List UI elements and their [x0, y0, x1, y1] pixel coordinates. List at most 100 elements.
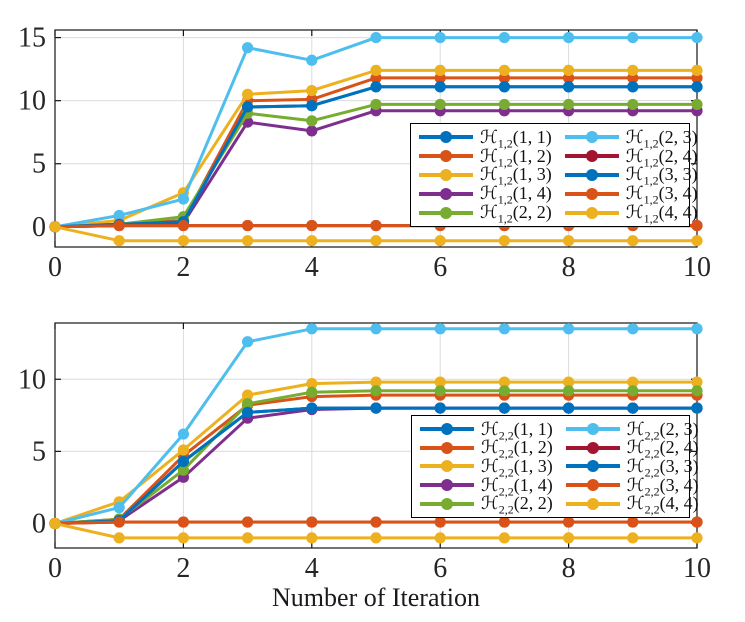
data-point-marker	[434, 98, 446, 111]
subplot-top: 0 5 10 15 0 2 4 6 8 10	[18, 23, 711, 283]
legend-label: ℋ2,2(3, 3)	[626, 455, 699, 480]
legend-bottom: ℋ2,2(1, 1) ℋ2,2(1, 2) ℋ2,2(1, 3) ℋ2,2(1, 4)…	[411, 415, 699, 518]
legend-entry: ℋ2,2(3, 4)	[565, 476, 699, 497]
data-point-marker	[370, 98, 382, 111]
data-point-marker	[627, 235, 639, 247]
data-point-marker	[691, 516, 703, 528]
data-point-marker	[177, 428, 189, 440]
data-point-marker	[691, 81, 703, 93]
data-point-marker	[563, 323, 575, 335]
legend-line-marker-icon	[565, 441, 620, 454]
data-point-marker	[563, 516, 575, 528]
data-point-marker	[370, 219, 382, 232]
x-tick-label: 2	[176, 553, 190, 584]
data-point-marker	[434, 64, 446, 76]
legend-entry: ℋ1,2(4, 4)	[564, 202, 698, 226]
legend-entry: ℋ1,2(2, 2)	[419, 202, 552, 226]
data-point-marker	[563, 235, 575, 247]
y-tick-label: 10	[18, 364, 46, 395]
data-point-marker	[370, 376, 382, 388]
data-point-marker	[627, 402, 639, 414]
data-point-marker	[370, 323, 382, 335]
legend-label: ℋ1,2(4, 4)	[625, 202, 698, 226]
data-point-marker	[242, 516, 254, 528]
legend-line-marker-icon	[420, 441, 474, 454]
data-point-marker	[563, 64, 575, 76]
data-point-marker	[627, 532, 639, 544]
legend-line-marker-icon	[565, 423, 620, 436]
data-point-marker	[691, 376, 703, 388]
data-point-marker	[627, 385, 639, 397]
x-tick-label: 2	[176, 252, 190, 283]
data-point-marker	[242, 532, 254, 544]
data-point-marker	[691, 402, 703, 414]
legend-entry: ℋ1,2(3, 3)	[564, 164, 698, 189]
data-point-marker	[434, 385, 446, 397]
legend-label: ℋ2,2(2, 2)	[481, 493, 553, 517]
data-point-marker	[306, 235, 318, 247]
legend-line-marker-icon	[419, 187, 473, 200]
data-point-marker	[627, 323, 639, 335]
data-point-marker	[434, 376, 446, 388]
legend-line-marker-icon	[564, 206, 619, 219]
legend-line-marker-icon	[420, 460, 474, 473]
data-point-marker	[113, 209, 125, 222]
data-point-marker	[434, 323, 446, 335]
legend-line-marker-icon	[419, 206, 473, 219]
legend-entry: ℋ2,2(2, 2)	[420, 493, 553, 517]
legend-line-marker-icon	[565, 497, 620, 510]
legend-entry: ℋ1,2(2, 3)	[564, 126, 698, 151]
data-point-marker	[498, 98, 510, 111]
data-point-marker	[306, 84, 318, 97]
data-point-marker	[306, 323, 318, 335]
legend-line-marker-icon	[419, 131, 473, 144]
y-tick-label: 0	[32, 212, 46, 243]
data-point-marker	[306, 516, 318, 528]
data-point-marker	[242, 88, 254, 100]
legend-label: ℋ2,2(1, 2)	[481, 437, 553, 461]
legend-line-marker-icon	[564, 168, 619, 181]
data-point-marker	[306, 386, 318, 398]
legend-line-marker-icon	[420, 479, 474, 492]
data-point-marker	[113, 532, 125, 544]
legend-label: ℋ1,2(2, 3)	[625, 126, 698, 151]
data-point-marker	[691, 385, 703, 397]
axes-box	[54, 29, 698, 248]
legend-label: ℋ2,2(1, 3)	[481, 455, 553, 480]
legend-label: ℋ2,2(2, 3)	[626, 418, 699, 443]
data-point-marker	[691, 532, 703, 544]
data-point-marker	[627, 64, 639, 76]
y-tick-label: 0	[32, 508, 46, 539]
legend-line-marker-icon	[419, 150, 473, 163]
legend-line-marker-icon	[420, 423, 474, 436]
data-point-marker	[370, 402, 382, 414]
data-point-marker	[498, 31, 510, 44]
data-point-marker	[242, 389, 254, 401]
data-point-marker	[498, 235, 510, 247]
data-point-marker	[563, 402, 575, 414]
data-point-marker	[242, 235, 254, 247]
legend-label: ℋ1,2(1, 1)	[480, 126, 552, 151]
data-point-marker	[563, 376, 575, 388]
data-point-marker	[498, 64, 510, 76]
data-point-marker	[563, 81, 575, 93]
x-tick-label: 6	[433, 252, 447, 283]
legend-label: ℋ1,2(3, 3)	[625, 164, 698, 189]
data-point-marker	[242, 219, 254, 232]
data-point-marker	[177, 444, 189, 456]
data-point-marker	[306, 402, 318, 414]
legend-line-marker-icon	[565, 479, 620, 492]
data-point-marker	[691, 235, 703, 247]
legend-label: ℋ1,2(2, 4)	[625, 145, 698, 170]
data-point-marker	[306, 532, 318, 544]
legend-entry: ℋ1,2(1, 3)	[419, 165, 552, 187]
legend-label: ℋ1,2(2, 2)	[480, 202, 552, 226]
y-tick-label: 5	[32, 149, 46, 180]
legend-line-marker-icon	[565, 460, 620, 473]
data-point-marker	[691, 64, 703, 76]
y-tick-label: 10	[18, 86, 46, 117]
data-point-marker	[177, 532, 189, 544]
x-tick-label: 0	[48, 553, 62, 584]
data-point-marker	[434, 532, 446, 544]
data-point-marker	[563, 31, 575, 44]
